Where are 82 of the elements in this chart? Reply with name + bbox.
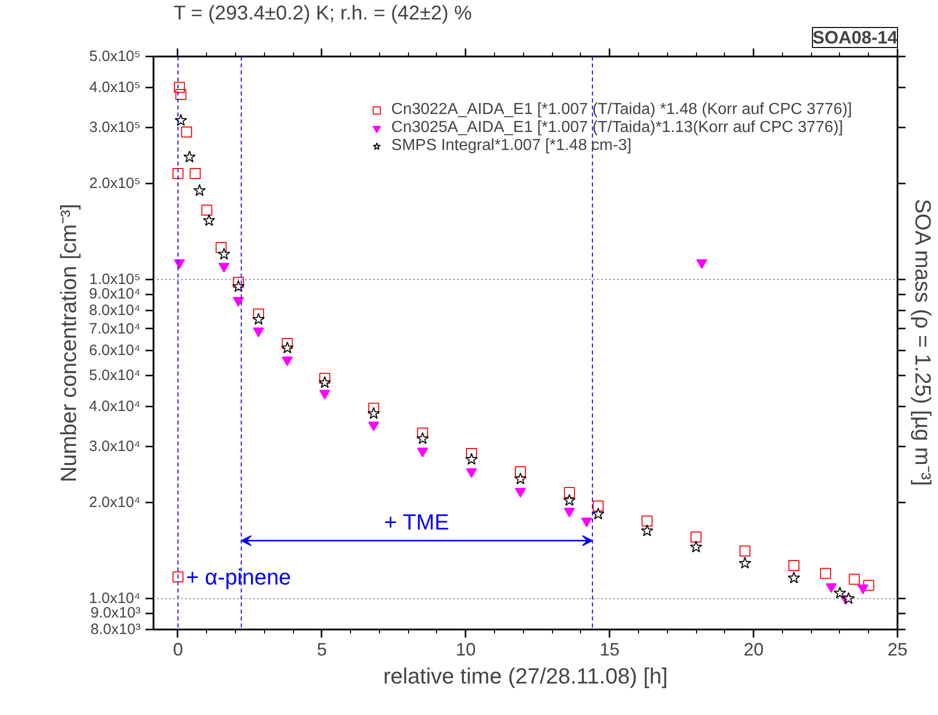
point	[826, 583, 837, 593]
point	[564, 487, 575, 498]
point	[174, 82, 185, 93]
y-tick-label: 1.0x10⁵	[89, 271, 141, 288]
point	[175, 89, 186, 100]
y-tick-label: 8.0x10⁴	[89, 302, 140, 319]
point	[252, 312, 265, 325]
y-tick-label: 4.0x10⁵	[89, 78, 141, 96]
x-tick-label: 20	[744, 640, 764, 660]
point	[514, 488, 526, 498]
point	[172, 168, 184, 179]
point	[183, 150, 196, 162]
x-tick-label: 10	[456, 640, 476, 660]
point	[642, 516, 653, 527]
chart-title: T = (293.4±0.2) K; r.h. = (42±2) %	[174, 2, 472, 24]
point	[564, 508, 575, 518]
y2-axis-title: SOA mass (ρ = 1.25) [µg m⁻³]	[910, 198, 936, 486]
point	[282, 338, 293, 350]
y-tick-label: 9.0x10⁴	[89, 286, 140, 303]
point	[174, 114, 188, 126]
x-tick-label: 0	[172, 640, 183, 660]
y-tick-label: 2.0x10⁴	[89, 494, 140, 512]
point	[368, 402, 380, 414]
point	[417, 428, 428, 439]
legend-label: Cn3025A_AIDA_E1 [*1.007 (T/Taida)*1.13(Korr auf CPC 3776)]	[391, 119, 844, 137]
point	[738, 556, 752, 569]
point	[788, 560, 800, 571]
y-tick-label: 6.0x10⁴	[89, 342, 140, 359]
point	[232, 276, 244, 288]
point	[820, 568, 832, 579]
legend-label: Cn3022A_AIDA_E1 [*1.007 (T/Taida) *1.48 (Korr auf CPC 3776)]	[391, 101, 852, 119]
point	[739, 545, 750, 556]
annotation: + α-pinene	[186, 564, 292, 590]
x-axis-title: relative time (27/28.11.08) [h]	[383, 664, 668, 688]
point	[514, 472, 527, 484]
point	[592, 500, 604, 512]
point	[216, 242, 227, 253]
x-tick-label: 15	[600, 640, 620, 660]
y-tick-label: 5.0x10⁴	[89, 367, 140, 384]
point	[514, 466, 526, 478]
point	[640, 524, 654, 536]
point	[466, 468, 478, 478]
point	[253, 308, 264, 320]
point	[181, 126, 192, 138]
y-tick-label: 7.0x10⁴	[89, 320, 140, 338]
y-tick-label: 5.0x10⁵	[89, 48, 141, 65]
point	[172, 571, 184, 582]
y-tick-label: 4.0x10⁴	[89, 398, 140, 415]
point	[367, 407, 380, 419]
point	[581, 518, 592, 528]
point	[281, 342, 294, 354]
point	[319, 372, 330, 384]
point	[465, 452, 478, 465]
point	[190, 168, 201, 179]
y-tick-label: 3.0x10⁴	[89, 438, 140, 455]
point	[690, 540, 702, 552]
point	[232, 280, 245, 292]
y-tick-label: 9.0x10³	[90, 604, 141, 622]
point	[416, 432, 429, 444]
point	[690, 531, 702, 542]
x-tick-label: 25	[887, 640, 908, 660]
point	[592, 508, 604, 520]
point	[848, 574, 860, 585]
y-tick-label: 8.0x10³	[90, 621, 141, 638]
annotation: + TME	[384, 510, 450, 535]
point	[202, 214, 216, 226]
y-tick-label: 3.0x10⁵	[89, 118, 141, 136]
point	[563, 494, 576, 506]
y-axis-title: Number concentration [cm⁻³]	[56, 204, 82, 482]
point	[318, 376, 331, 388]
point	[834, 586, 846, 598]
point	[863, 580, 874, 591]
x-tick-label: 5	[316, 640, 327, 660]
legend-label: SMPS Integral*1.007 [*1.48 cm-3]	[391, 137, 632, 155]
point	[218, 248, 230, 260]
point	[788, 572, 800, 584]
point	[466, 448, 478, 459]
y-tick-label: 2.0x10⁵	[89, 174, 141, 192]
point	[842, 592, 855, 604]
point	[193, 184, 206, 196]
point	[201, 204, 212, 216]
y-tick-label: 1.0x10⁴	[89, 590, 140, 608]
